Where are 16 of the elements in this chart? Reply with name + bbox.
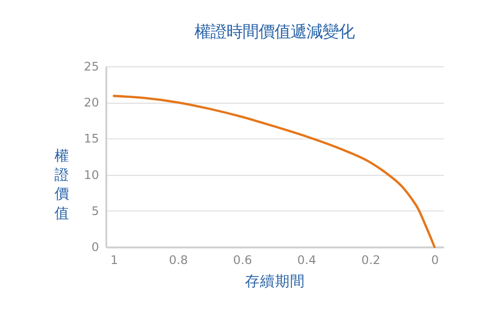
- y-tick-label: 25: [84, 59, 100, 74]
- x-tick-label: 0.8: [169, 252, 188, 267]
- y-tick-label: 20: [84, 96, 100, 110]
- x-tick-label: 0: [431, 252, 439, 267]
- x-tick-label: 0.6: [233, 252, 252, 267]
- x-tick-label: 0.2: [361, 252, 380, 267]
- x-tick-label: 0.4: [297, 252, 316, 267]
- y-tick-label: 5: [91, 204, 100, 218]
- y-tick-label: 10: [84, 168, 100, 182]
- x-tick-label: 1: [110, 252, 118, 267]
- y-tick-label: 15: [84, 132, 100, 146]
- line-series: [112, 94, 436, 248]
- y-tick-label: 0: [91, 240, 100, 254]
- x-axis-title: 存續期間: [245, 272, 306, 290]
- chart-title: 權證時間價值遞減變化: [194, 22, 355, 42]
- y-axis-title: 權證價值: [54, 147, 70, 222]
